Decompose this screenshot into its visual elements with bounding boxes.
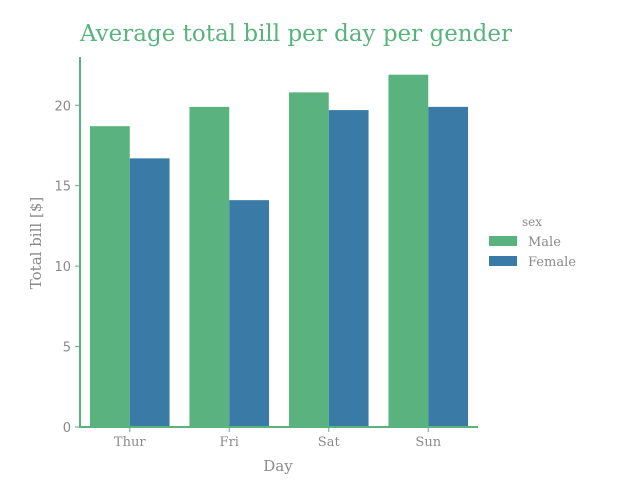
legend-swatch-female <box>489 256 517 266</box>
y-tick-label: 5 <box>63 341 71 356</box>
legend-swatch-male <box>489 236 517 246</box>
bar-male-sat <box>288 92 329 427</box>
bar-male-sun <box>388 74 429 427</box>
legend: sex Male Female <box>489 215 576 270</box>
bar-female-sat <box>328 110 369 427</box>
x-tick-label: Fri <box>220 435 239 450</box>
bar-female-fri <box>229 200 270 427</box>
chart-title: Average total bill per day per gender <box>79 21 512 47</box>
y-axis-ticks: 0 5 10 15 20 <box>54 99 80 436</box>
y-tick-label: 0 <box>63 421 71 436</box>
legend-items: Male Female <box>489 235 576 270</box>
bar-male-fri <box>189 106 230 428</box>
bars-layer <box>89 74 469 428</box>
y-tick-label: 15 <box>54 180 71 195</box>
legend-label-female: Female <box>528 255 576 270</box>
x-axis-ticks: Thur Fri Sat Sun <box>114 427 442 450</box>
bar-female-thur <box>129 158 170 427</box>
x-tick-label: Sat <box>318 435 341 450</box>
y-tick-label: 10 <box>54 260 71 275</box>
x-tick-label: Thur <box>114 435 146 450</box>
bar-male-thur <box>89 126 130 428</box>
y-tick-label: 20 <box>54 99 71 114</box>
x-axis-label: Day <box>263 457 293 475</box>
legend-title: sex <box>522 215 542 229</box>
bar-female-sun <box>428 106 469 428</box>
legend-label-male: Male <box>528 235 561 250</box>
y-axis-label: Total bill [$] <box>27 197 45 289</box>
x-tick-label: Sun <box>415 435 441 450</box>
